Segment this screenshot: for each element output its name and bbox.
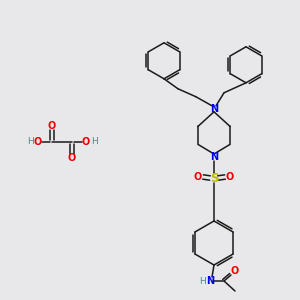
Text: O: O [194,172,202,182]
Text: O: O [68,153,76,163]
Text: O: O [34,137,42,147]
Text: H: H [200,277,206,286]
Text: O: O [231,266,239,276]
Text: O: O [82,137,90,147]
Text: H: H [27,137,33,146]
Text: S: S [210,172,218,184]
Text: N: N [210,152,218,162]
Text: H: H [91,137,98,146]
Text: N: N [210,104,218,114]
Text: N: N [206,276,214,286]
Text: O: O [48,121,56,131]
Text: O: O [226,172,234,182]
